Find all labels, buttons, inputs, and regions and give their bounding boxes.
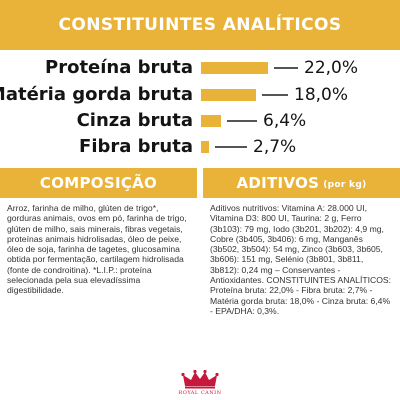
additives-header: ADITIVOS (por kg)	[203, 168, 400, 198]
nutrient-dash	[274, 67, 298, 69]
logo-text: ROYAL CANIN	[178, 389, 222, 396]
royal-canin-logo: ROYAL CANIN	[179, 369, 222, 396]
additives-unit: (por kg)	[323, 179, 367, 190]
nutrient-value: 22,0%	[304, 58, 359, 78]
additives-panel: ADITIVOS (por kg) Aditivos nutritivos: V…	[203, 168, 400, 317]
crown-icon	[181, 369, 219, 388]
nutrient-bar	[201, 115, 221, 127]
nutrient-label: Fibra bruta	[79, 136, 193, 157]
composition-text: Arroz, farinha de milho, glúten de trigo…	[7, 203, 187, 296]
additives-text: Aditivos nutritivos: Vitamina A: 28.000 …	[210, 203, 391, 316]
nutrient-chart: Proteína bruta 22,0% Matéria gorda bruta…	[0, 52, 400, 162]
page-title: CONSTITUINTES ANALÍTICOS	[58, 15, 342, 35]
nutrient-value: 6,4%	[263, 111, 307, 131]
additives-title: ADITIVOS	[236, 174, 320, 192]
nutrient-value: 2,7%	[253, 137, 297, 157]
composition-header: COMPOSIÇÃO	[0, 168, 197, 198]
nutrient-label: Matéria gorda bruta	[0, 84, 193, 105]
nutrient-value: 18,0%	[294, 85, 349, 105]
nutrient-row-fibre: Fibra bruta 2,7%	[0, 135, 400, 159]
nutrient-row-protein: Proteína bruta 22,0%	[0, 56, 400, 80]
nutrient-label: Proteína bruta	[45, 57, 193, 78]
nutrient-dash	[227, 120, 257, 122]
brand-footer: ROYAL CANIN	[0, 364, 400, 400]
nutrient-row-fat: Matéria gorda bruta 18,0%	[0, 83, 400, 107]
composition-panel: COMPOSIÇÃO Arroz, farinha de milho, glút…	[0, 168, 197, 296]
composition-title: COMPOSIÇÃO	[39, 174, 158, 192]
nutrient-dash	[262, 94, 288, 96]
nutrient-label: Cinza bruta	[76, 110, 193, 131]
nutrient-dash	[215, 146, 247, 148]
nutrient-bar	[201, 89, 256, 101]
analytical-constituents-banner: CONSTITUINTES ANALÍTICOS	[0, 0, 400, 50]
nutrient-row-ash: Cinza bruta 6,4%	[0, 109, 400, 133]
nutrient-bar	[201, 141, 209, 153]
nutrient-bar	[201, 62, 268, 74]
